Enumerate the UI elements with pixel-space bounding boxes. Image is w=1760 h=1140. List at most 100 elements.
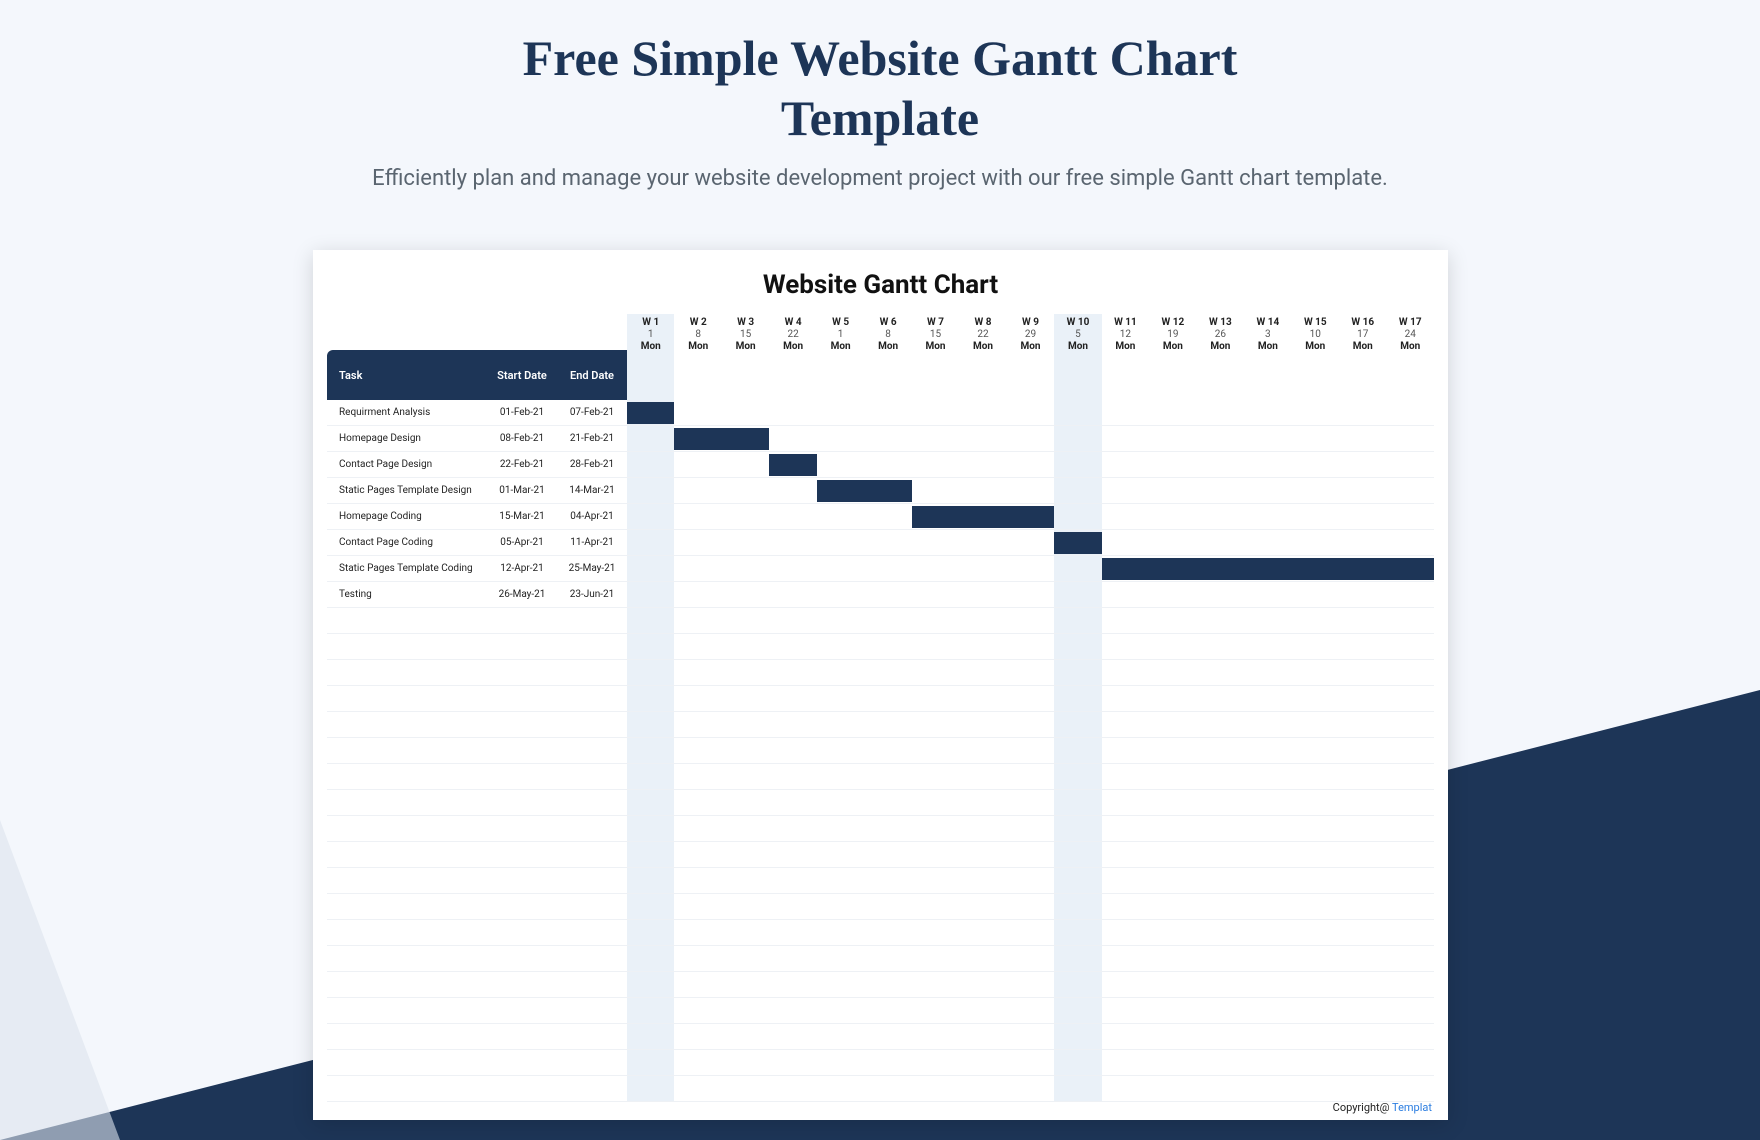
week-cell — [912, 764, 959, 789]
week-cell — [864, 816, 911, 841]
week-cell — [1387, 998, 1434, 1023]
week-cell — [674, 660, 721, 685]
empty-row — [327, 1024, 1434, 1050]
week-cell — [817, 972, 864, 997]
empty-task-cols — [327, 842, 627, 867]
week-cell — [722, 946, 769, 971]
week-cell — [627, 712, 674, 737]
week-cell — [674, 1024, 721, 1049]
week-day: Mon — [1244, 340, 1291, 355]
empty-weeks — [627, 1024, 1434, 1049]
week-cell — [627, 894, 674, 919]
week-cell — [817, 1076, 864, 1101]
empty-task-cols — [327, 660, 627, 685]
week-cell — [1387, 504, 1434, 529]
task-start: 15-Mar-21 — [487, 511, 557, 522]
week-cell — [817, 608, 864, 633]
empty-task-cols — [327, 790, 627, 815]
week-cell — [1244, 790, 1291, 815]
week-cell — [912, 946, 959, 971]
week-cell — [674, 972, 721, 997]
week-label: W 12 — [1149, 316, 1196, 329]
week-cell — [959, 712, 1006, 737]
week-header-col: W 315Mon — [722, 314, 769, 400]
week-cell — [1244, 426, 1291, 451]
week-cell — [1339, 764, 1386, 789]
week-cell — [1197, 686, 1244, 711]
week-cell — [1054, 816, 1101, 841]
task-end: 23-Jun-21 — [557, 589, 627, 600]
week-cell — [1197, 894, 1244, 919]
week-label: W 11 — [1102, 316, 1149, 329]
week-cell — [1149, 686, 1196, 711]
week-cell — [627, 608, 674, 633]
week-cell — [1149, 712, 1196, 737]
week-cell — [1387, 712, 1434, 737]
row-task-cols: Homepage Design08-Feb-2121-Feb-21 — [327, 426, 627, 451]
week-header-col: W 51Mon — [817, 314, 864, 400]
week-day: Mon — [674, 340, 721, 355]
week-cell — [1292, 686, 1339, 711]
week-cell — [1054, 946, 1101, 971]
week-cell — [769, 998, 816, 1023]
week-cell — [1197, 1076, 1244, 1101]
week-day: Mon — [1102, 340, 1149, 355]
row-weeks — [627, 504, 1434, 529]
week-cell — [912, 478, 959, 503]
week-cell — [959, 686, 1006, 711]
week-cell — [722, 1024, 769, 1049]
week-label: W 2 — [674, 316, 721, 329]
week-cell — [1197, 400, 1244, 425]
task-end: 21-Feb-21 — [557, 433, 627, 444]
week-cell — [817, 686, 864, 711]
empty-row — [327, 686, 1434, 712]
week-cell — [1007, 790, 1054, 815]
week-cell — [769, 868, 816, 893]
week-cell — [864, 452, 911, 477]
week-cell — [1292, 1076, 1339, 1101]
empty-task-cols — [327, 998, 627, 1023]
week-cell — [817, 712, 864, 737]
row-task-cols: Homepage Coding15-Mar-2104-Apr-21 — [327, 504, 627, 529]
week-cell — [722, 868, 769, 893]
week-cell — [1007, 946, 1054, 971]
week-cell — [1339, 686, 1386, 711]
task-start: 26-May-21 — [487, 589, 557, 600]
week-date: 26 — [1197, 329, 1244, 340]
week-cell — [1007, 426, 1054, 451]
week-cell — [959, 842, 1006, 867]
week-cell — [627, 998, 674, 1023]
week-cell — [1292, 530, 1339, 555]
week-cell — [912, 452, 959, 477]
task-name: Static Pages Template Coding — [327, 563, 487, 574]
week-cell — [1054, 894, 1101, 919]
week-cell — [1197, 634, 1244, 659]
empty-task-cols — [327, 634, 627, 659]
week-header-col: W 1326Mon — [1197, 314, 1244, 400]
empty-row — [327, 946, 1434, 972]
week-cell — [1102, 608, 1149, 633]
week-header-cols: W 11MonW 28MonW 315MonW 422MonW 51MonW 6… — [627, 314, 1434, 400]
empty-row — [327, 764, 1434, 790]
week-cell — [1244, 530, 1291, 555]
empty-task-cols — [327, 1050, 627, 1075]
week-date: 10 — [1292, 329, 1339, 340]
gantt-chart-card: Website Gantt Chart Task Start Date End … — [313, 250, 1448, 1120]
week-cell — [1197, 946, 1244, 971]
task-name: Contact Page Design — [327, 459, 487, 470]
week-day: Mon — [722, 340, 769, 355]
week-cell — [1149, 946, 1196, 971]
week-cell — [1387, 530, 1434, 555]
week-cell — [1149, 530, 1196, 555]
week-cell — [864, 556, 911, 581]
copyright-label: Copyright@ — [1333, 1101, 1390, 1114]
week-cell — [864, 790, 911, 815]
week-cell — [1054, 660, 1101, 685]
week-cell — [627, 1050, 674, 1075]
week-cell — [1007, 556, 1054, 581]
col-header-task: Task — [327, 369, 487, 382]
empty-weeks — [627, 764, 1434, 789]
copyright-link[interactable]: Templat — [1392, 1101, 1432, 1114]
week-cell — [1102, 920, 1149, 945]
gantt-body: Requirment Analysis01-Feb-2107-Feb-21Hom… — [327, 400, 1434, 1102]
